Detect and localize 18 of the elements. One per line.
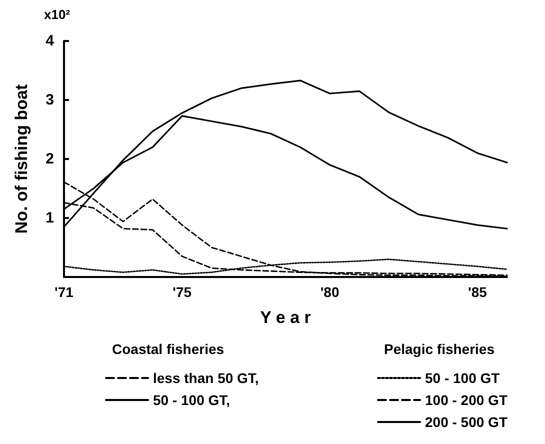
x-axis-title: Y e a r bbox=[260, 308, 312, 327]
x-tick-label: '71 bbox=[54, 284, 74, 300]
x-tick-label: '75 bbox=[172, 284, 192, 300]
text: Pelagic fisheries bbox=[384, 341, 495, 357]
y-axis-title: No. of fishing boat bbox=[12, 84, 31, 234]
legend-label: 100 - 200 GT bbox=[425, 392, 508, 408]
text: x10² bbox=[44, 7, 71, 22]
x-tick-label: '80 bbox=[320, 284, 340, 300]
y-tick-label: 2 bbox=[46, 150, 54, 168]
legend-label: less than 50 GT, bbox=[153, 370, 259, 386]
x-tick-label: '85 bbox=[468, 284, 488, 300]
y-tick-label: 3 bbox=[46, 92, 54, 108]
text: Coastal fisheries bbox=[112, 341, 224, 357]
y-tick-label: 1 bbox=[46, 210, 54, 226]
legend-label: 200 - 500 GT bbox=[425, 414, 508, 430]
legend-label: 50 - 100 GT bbox=[425, 370, 500, 386]
legend-label: 50 - 100 GT, bbox=[153, 392, 230, 408]
y-tick-label: 4 bbox=[46, 32, 55, 50]
